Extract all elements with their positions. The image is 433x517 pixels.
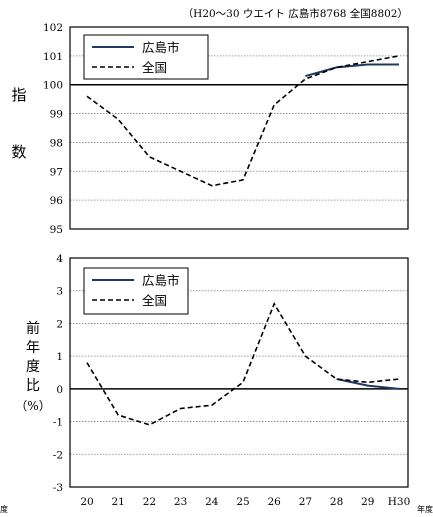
x-tick-label: 29 (361, 496, 374, 508)
y-tick-label: 96 (50, 195, 64, 207)
legend-label: 広島市 (142, 273, 180, 288)
x-tick-label: 27 (299, 496, 312, 508)
x-tick-label: 22 (143, 496, 156, 508)
y-tick-label: 100 (43, 80, 63, 92)
top-ylabel-char: 数 (11, 143, 26, 161)
bottom-ylabel-char: 比 (26, 378, 40, 394)
y-tick-label: 98 (50, 137, 63, 149)
x-tick-label: 24 (205, 496, 219, 508)
y-tick-label: 0 (56, 384, 63, 396)
y-tick-label: 1 (56, 351, 63, 363)
plot-frame (69, 257, 409, 488)
y-tick-label: 99 (50, 109, 63, 121)
bottom-ylabel-char: 度 (26, 359, 40, 375)
y-tick-label: 4 (56, 253, 63, 265)
legend-label: 全国 (142, 60, 167, 75)
series-line-hiroshima (336, 378, 400, 390)
y-tick-label: 3 (56, 286, 63, 298)
y-tick-label: -1 (53, 417, 63, 429)
legend-label: 全国 (142, 293, 167, 308)
x-tick-label: 25 (236, 496, 249, 508)
year-unit-right: 年度 (417, 504, 433, 514)
bottom-ylabel-char: 年 (26, 340, 40, 356)
legend-box (83, 267, 189, 315)
legend-box (83, 34, 209, 80)
series-line-zenkoku (86, 301, 400, 426)
x-tick-label: H30 (388, 496, 411, 508)
x-tick-label: 21 (112, 496, 125, 508)
y-tick-label: 95 (50, 224, 63, 236)
legend-label: 広島市 (142, 40, 180, 55)
series-line-hiroshima (305, 63, 399, 78)
series-line-zenkoku (86, 55, 400, 187)
x-tick-label: 28 (330, 496, 343, 508)
x-tick-label: 23 (174, 496, 187, 508)
x-tick-label: 20 (80, 496, 93, 508)
y-tick-label: 97 (50, 166, 63, 178)
bottom-ylabel-unit: （%） (15, 399, 50, 413)
top-ylabel-char: 指 (11, 86, 26, 104)
y-tick-label: -2 (53, 449, 63, 461)
bottom-ylabel-char: 前 (26, 320, 40, 337)
y-tick-label: -3 (53, 482, 63, 494)
y-tick-label: 2 (56, 318, 63, 330)
x-tick-label: 26 (268, 496, 282, 508)
weight-note: （H20～30 ウエイト 広島市8768 全国8802） (183, 7, 408, 20)
year-unit-left: 度 (0, 504, 8, 514)
plot-frame (69, 26, 409, 230)
y-tick-label: 101 (43, 51, 63, 63)
y-tick-label: 102 (43, 22, 63, 34)
